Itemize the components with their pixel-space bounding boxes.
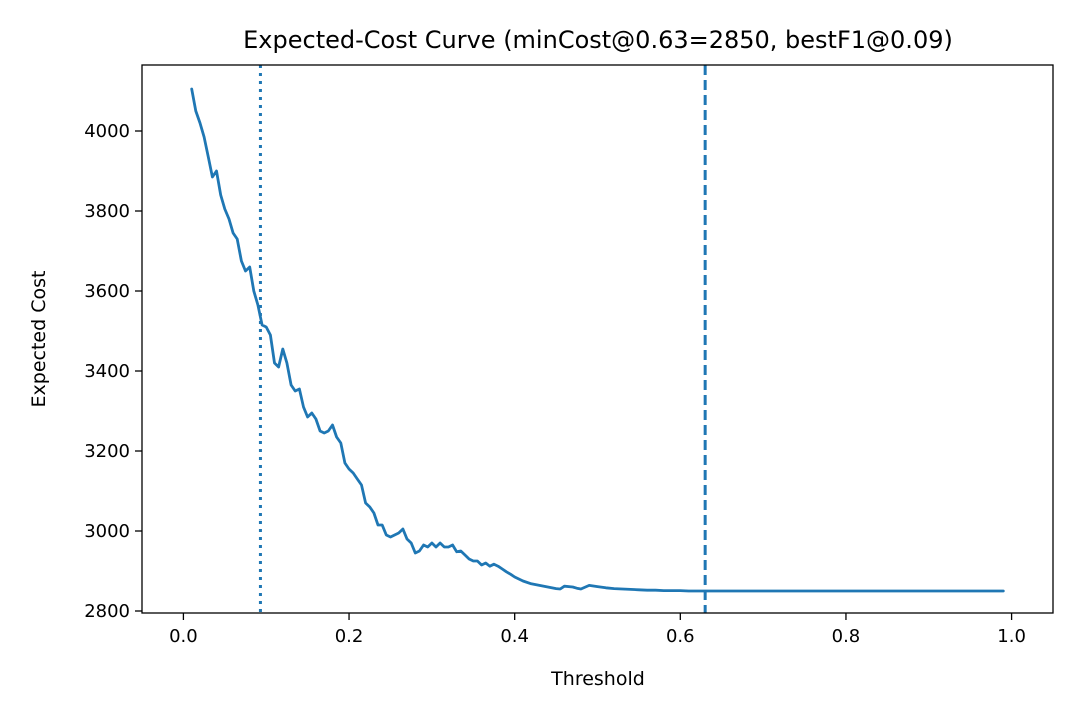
chart-title: Expected-Cost Curve (minCost@0.63=2850, … [243,26,953,54]
y-tick-label: 3600 [84,281,130,302]
expected-cost-series-line [190,87,1005,593]
x-tick-label: 0.0 [169,626,198,647]
y-tick-label: 3000 [84,521,130,542]
y-tick-label: 3200 [84,441,130,462]
plot-frame [141,64,1054,614]
x-tick-label: 0.2 [335,626,364,647]
series-layer [190,87,1005,593]
y-tick-label: 4000 [84,121,130,142]
y-tick-label: 3400 [84,361,130,382]
x-axis-label: Threshold [550,668,645,690]
x-tick-label: 1.0 [997,626,1026,647]
y-tick-label: 2800 [84,601,130,622]
x-tick-label: 0.8 [832,626,861,647]
x-axis: 0.0 0.2 0.4 0.6 0.8 1.0 [169,613,1026,647]
x-tick-label: 0.6 [666,626,695,647]
y-axis: 2800 3000 3200 3400 3600 3800 4000 [84,121,142,622]
x-tick-label: 0.4 [500,626,529,647]
y-axis-label: Expected Cost [28,271,50,408]
reference-lines [258,65,707,613]
y-tick-label: 3800 [84,201,130,222]
